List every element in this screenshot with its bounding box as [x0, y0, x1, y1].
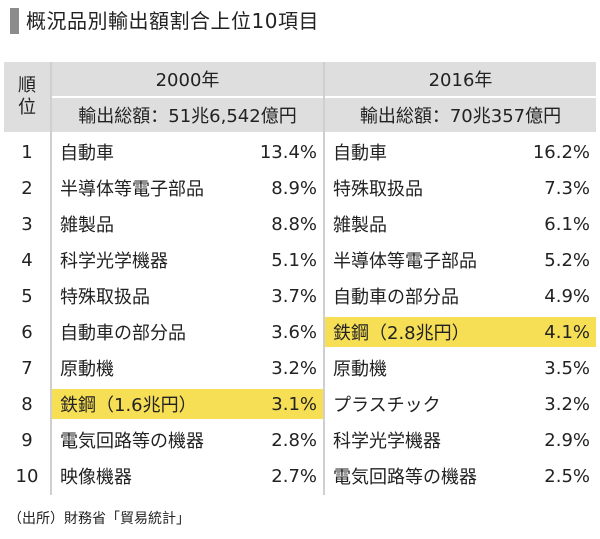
item-name: 科学光学機器 [60, 251, 168, 272]
item-cell: 映像機器 2.7% [52, 461, 323, 491]
item-name: 自動車 [60, 143, 114, 164]
item-name: 特殊取扱品 [333, 179, 423, 200]
table-row: 10 映像機器 2.7% 電気回路等の機器 2.5% [4, 458, 596, 494]
rank-cell: 10 [15, 465, 39, 487]
item-share: 3.2% [271, 357, 317, 379]
item-share: 4.1% [544, 321, 590, 343]
item-name: 映像機器 [60, 467, 132, 488]
item-name: 半導体等電子部品 [333, 251, 477, 272]
chart-title: 概況品別輸出額割合上位10項目 [26, 9, 319, 33]
item-share: 5.2% [544, 249, 590, 271]
table-row: 6 自動車の部分品 3.6% 鉄鋼（2.8兆円） 4.1% [4, 314, 596, 350]
rank-cell: 1 [21, 141, 33, 163]
source-note: （出所）財務省「貿易統計」 [8, 511, 190, 527]
table-row: 8 鉄鋼（1.6兆円） 3.1% プラスチック 3.2% [4, 386, 596, 422]
item-share: 3.6% [271, 321, 317, 343]
item-name: 自動車の部分品 [60, 323, 186, 344]
table-row: 5 特殊取扱品 3.7% 自動車の部分品 4.9% [4, 278, 596, 314]
table-row: 3 雑製品 8.8% 雑製品 6.1% [4, 206, 596, 242]
table-row: 7 原動機 3.2% 原動機 3.5% [4, 350, 596, 386]
item-cell: 自動車の部分品 4.9% [325, 281, 596, 311]
item-share: 6.1% [544, 213, 590, 235]
item-name: 雑製品 [333, 215, 387, 236]
highlighted-item-cell: 鉄鋼（1.6兆円） 3.1% [52, 389, 323, 419]
item-cell: 原動機 3.5% [325, 353, 596, 383]
rank-cell: 8 [21, 393, 33, 415]
column-separator [50, 62, 52, 495]
item-share: 3.1% [271, 393, 317, 415]
item-share: 13.4% [259, 141, 317, 163]
export-ranking-table: 順 位 2000年 輸出総額：51兆6,542億円 2016年 輸出総額：70兆… [4, 62, 596, 495]
item-share: 2.9% [544, 429, 590, 451]
item-name: 特殊取扱品 [60, 287, 150, 308]
item-share: 3.5% [544, 357, 590, 379]
rank-cell: 6 [21, 321, 33, 343]
column-separator [323, 62, 325, 495]
item-name: 自動車の部分品 [333, 287, 459, 308]
item-cell: 原動機 3.2% [52, 353, 323, 383]
item-name: 雑製品 [60, 215, 114, 236]
item-cell: 特殊取扱品 7.3% [325, 173, 596, 203]
item-cell: 科学光学機器 5.1% [52, 245, 323, 275]
item-share: 2.8% [271, 429, 317, 451]
item-cell: プラスチック 3.2% [325, 389, 596, 419]
item-name: 原動機 [60, 359, 114, 380]
item-name: 科学光学機器 [333, 431, 441, 452]
item-share: 8.8% [271, 213, 317, 235]
item-share: 7.3% [544, 177, 590, 199]
rank-cell: 7 [21, 357, 33, 379]
item-share: 2.5% [544, 465, 590, 487]
rank-cell: 9 [21, 429, 33, 451]
rank-header-char-2: 位 [18, 97, 36, 118]
item-cell: 半導体等電子部品 8.9% [52, 173, 323, 203]
item-cell: 自動車 13.4% [52, 137, 323, 167]
rank-cell: 3 [21, 213, 33, 235]
item-name: 原動機 [333, 359, 387, 380]
item-share: 2.7% [271, 465, 317, 487]
item-name: プラスチック [333, 395, 441, 416]
year-header-2016: 2016年 [325, 62, 596, 96]
item-name: 半導体等電子部品 [60, 179, 204, 200]
rank-header: 順 位 [4, 62, 50, 132]
total-header-2000: 輸出総額：51兆6,542億円 [52, 98, 323, 132]
item-cell: 自動車の部分品 3.6% [52, 317, 323, 347]
item-name: 自動車 [333, 143, 387, 164]
item-cell: 雑製品 8.8% [52, 209, 323, 239]
rank-cell: 2 [21, 177, 33, 199]
item-share: 16.2% [532, 141, 590, 163]
item-cell: 自動車 16.2% [325, 137, 596, 167]
year-header-2000: 2000年 [52, 62, 323, 96]
item-share: 3.7% [271, 285, 317, 307]
table-row: 9 電気回路等の機器 2.8% 科学光学機器 2.9% [4, 422, 596, 458]
highlighted-item-cell: 鉄鋼（2.8兆円） 4.1% [325, 317, 596, 347]
table-row: 1 自動車 13.4% 自動車 16.2% [4, 134, 596, 170]
item-cell: 電気回路等の機器 2.5% [325, 461, 596, 491]
item-name: 電気回路等の機器 [333, 467, 477, 488]
item-cell: 雑製品 6.1% [325, 209, 596, 239]
table-row: 4 科学光学機器 5.1% 半導体等電子部品 5.2% [4, 242, 596, 278]
total-header-2016: 輸出総額：70兆357億円 [325, 98, 596, 132]
item-share: 3.2% [544, 393, 590, 415]
rank-cell: 4 [21, 249, 33, 271]
item-share: 8.9% [271, 177, 317, 199]
item-share: 5.1% [271, 249, 317, 271]
item-share: 4.9% [544, 285, 590, 307]
item-name: 電気回路等の機器 [60, 431, 204, 452]
rank-header-char-1: 順 [18, 75, 36, 96]
table-row: 2 半導体等電子部品 8.9% 特殊取扱品 7.3% [4, 170, 596, 206]
item-name: 鉄鋼（2.8兆円） [333, 323, 470, 344]
rank-cell: 5 [21, 285, 33, 307]
item-cell: 電気回路等の機器 2.8% [52, 425, 323, 455]
item-cell: 特殊取扱品 3.7% [52, 281, 323, 311]
item-cell: 科学光学機器 2.9% [325, 425, 596, 455]
item-name: 鉄鋼（1.6兆円） [60, 395, 197, 416]
item-cell: 半導体等電子部品 5.2% [325, 245, 596, 275]
title-accent-bar [10, 8, 19, 34]
